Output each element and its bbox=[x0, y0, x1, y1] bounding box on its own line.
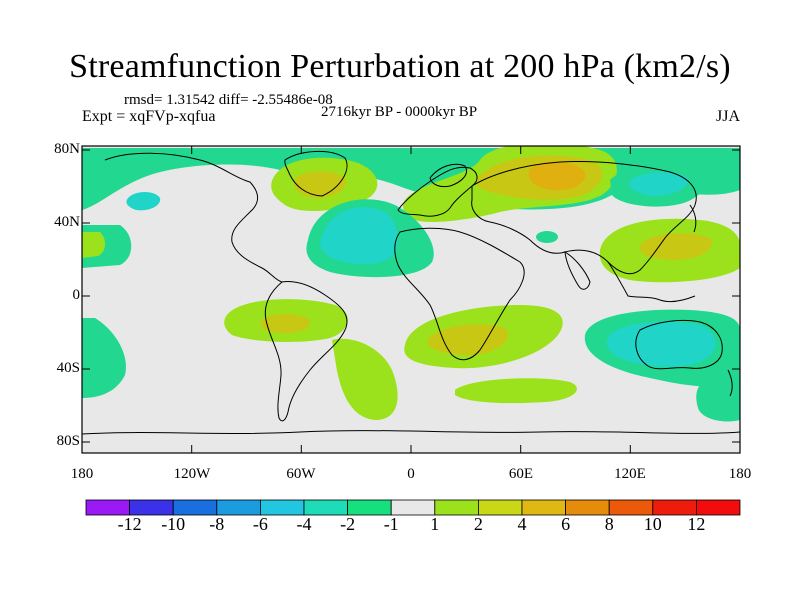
colorbar-swatch bbox=[347, 499, 392, 516]
contour-west-pacific-positive bbox=[82, 232, 106, 258]
contour-arabia-negative bbox=[536, 231, 558, 243]
colorbar-label: 4 bbox=[517, 514, 527, 534]
lon-label-180e: 180 bbox=[728, 466, 752, 482]
colorbar-swatch bbox=[565, 499, 610, 516]
stats-text: rmsd= 1.31542 diff= -2.55486e-08 bbox=[124, 92, 333, 108]
coast-africa bbox=[394, 227, 525, 361]
contour-atlantic-neg-core bbox=[320, 206, 398, 265]
contour-nw-pacific-neg-core bbox=[629, 172, 689, 196]
coast-australia bbox=[635, 319, 723, 370]
colorbar-swatch bbox=[259, 499, 305, 516]
coast-japan bbox=[689, 204, 697, 233]
contour-subtropical-asia-core bbox=[639, 233, 712, 260]
coast-se-asia bbox=[607, 261, 696, 303]
colorbar-label: -10 bbox=[161, 514, 186, 534]
contour-antarctic-band bbox=[82, 430, 740, 453]
coast-asia bbox=[471, 161, 697, 275]
contour-se-pacific-green bbox=[82, 318, 126, 398]
period-label: 2716kyr BP - 0000kyr BP bbox=[321, 104, 478, 120]
colorbar-swatch bbox=[521, 499, 566, 516]
colorbar-swatch bbox=[172, 499, 218, 516]
coast-scandinavia bbox=[429, 163, 467, 188]
coast-india bbox=[564, 251, 591, 290]
lat-label-80s: 80S bbox=[56, 433, 80, 449]
plot-title: Streamfunction Perturbation at 200 hPa (… bbox=[69, 48, 731, 85]
lat-label-40n: 40N bbox=[54, 214, 80, 230]
colorbar-label: 8 bbox=[604, 514, 614, 534]
colorbar-label: -2 bbox=[340, 514, 356, 534]
lon-label-0: 0 bbox=[407, 466, 415, 482]
colorbar-label: 6 bbox=[561, 514, 571, 534]
colorbar-label: -1 bbox=[383, 514, 399, 534]
lon-label-180w: 180 bbox=[70, 466, 94, 482]
colorbar-label: 12 bbox=[687, 514, 706, 534]
coast-greenland bbox=[284, 150, 348, 197]
colorbar-swatch bbox=[608, 499, 654, 516]
contour-south-america-core bbox=[260, 314, 311, 334]
lat-label-80n: 80N bbox=[54, 141, 80, 157]
lat-label-40s: 40S bbox=[56, 360, 80, 376]
colorbar-swatch bbox=[434, 499, 479, 516]
colorbar-label: -12 bbox=[117, 514, 142, 534]
colorbar-label: 1 bbox=[430, 514, 440, 534]
lon-label-120w: 120W bbox=[173, 466, 211, 482]
colorbar-swatch bbox=[85, 499, 130, 516]
colorbar-label: -6 bbox=[252, 514, 268, 534]
lon-label-60w: 60W bbox=[286, 466, 316, 482]
colorbar-label: 10 bbox=[643, 514, 662, 534]
contour-eurasia-peak bbox=[528, 161, 586, 191]
contour-africa-core bbox=[427, 324, 509, 356]
experiment-label: Expt = xqFVp-xqfua bbox=[82, 108, 216, 125]
colorbar-swatch bbox=[390, 499, 436, 516]
colorbar-swatch bbox=[652, 499, 697, 516]
colorbar-swatch bbox=[303, 499, 348, 516]
colorbar-swatch bbox=[477, 499, 523, 516]
season-label: JJA bbox=[716, 108, 741, 125]
contour-south-atlantic-tongue bbox=[332, 338, 398, 420]
colorbar-swatch bbox=[216, 499, 261, 516]
contour-field bbox=[82, 146, 740, 453]
colorbar-label: -4 bbox=[296, 514, 312, 534]
coastlines bbox=[82, 150, 740, 435]
lat-ticks bbox=[82, 149, 740, 443]
colorbar-label: 2 bbox=[473, 514, 483, 534]
contour-sw-pacific-green bbox=[696, 372, 740, 422]
contour-ne-pacific-negative bbox=[126, 192, 161, 211]
lon-label-120e: 120E bbox=[614, 466, 646, 482]
lon-ticks bbox=[191, 146, 631, 453]
contour-southern-ocean-positive bbox=[455, 378, 577, 404]
colorbar-swatch bbox=[129, 499, 174, 516]
coast-new-zealand bbox=[727, 369, 733, 397]
coast-north-america bbox=[104, 152, 283, 283]
coast-south-america bbox=[264, 281, 348, 422]
coast-antarctica bbox=[82, 430, 740, 435]
contour-australia-neg-core bbox=[606, 321, 716, 367]
colorbar bbox=[85, 499, 741, 516]
colorbar-label: -8 bbox=[209, 514, 225, 534]
lat-label-0: 0 bbox=[72, 287, 81, 303]
colorbar-swatch bbox=[696, 499, 741, 516]
contour-greenland-peak bbox=[293, 171, 346, 198]
lon-label-60e: 60E bbox=[508, 466, 534, 482]
